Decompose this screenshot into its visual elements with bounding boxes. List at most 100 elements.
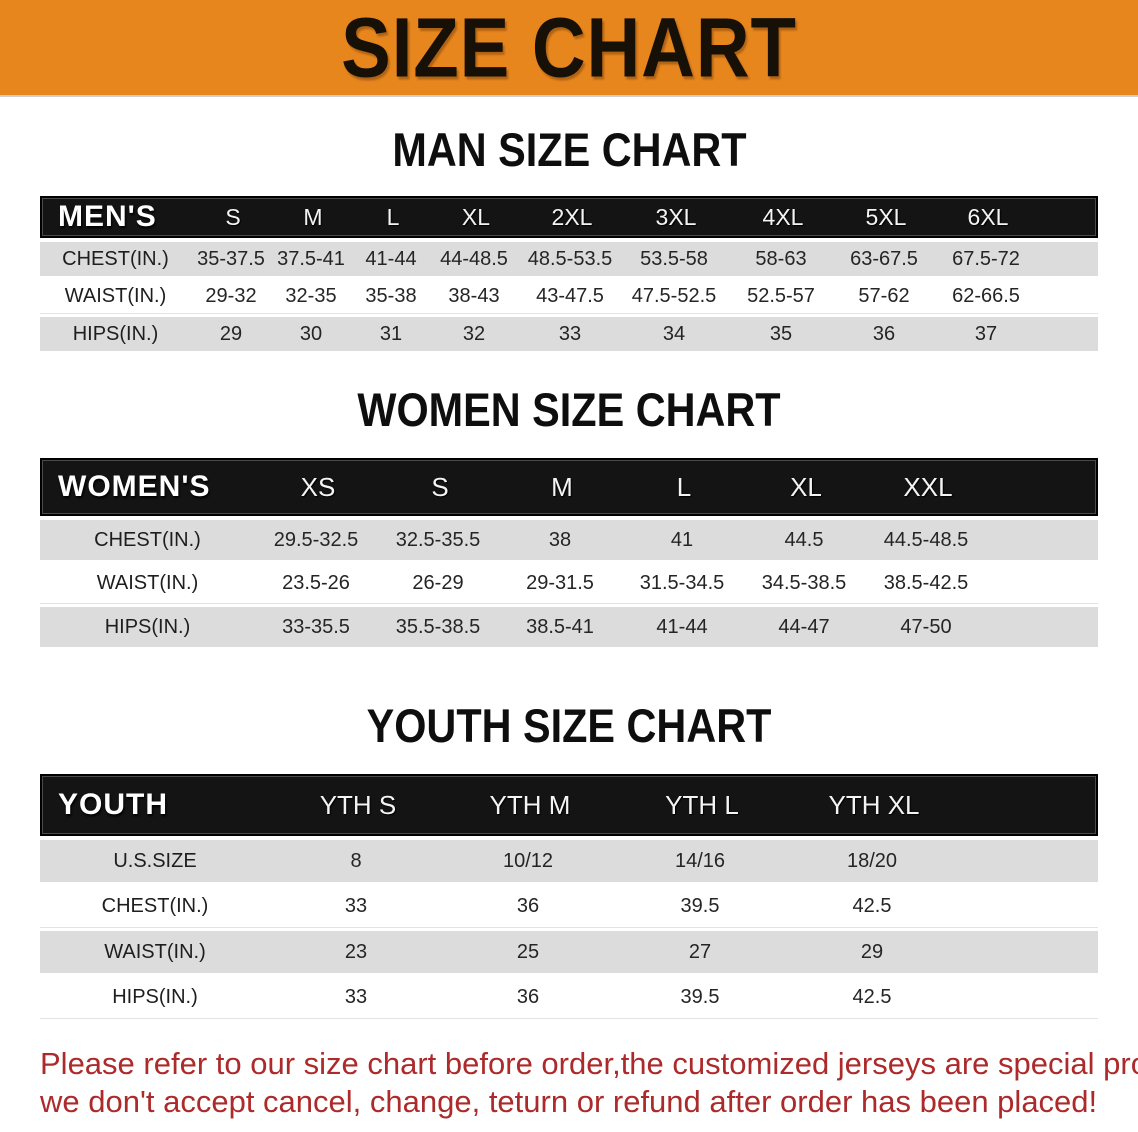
size-value-cell: 44-47: [778, 615, 830, 638]
table-corner-label: WOMEN'S: [58, 470, 211, 504]
size-value-cell: 62-66.5: [952, 284, 1020, 307]
size-value-cell: 23.5-26: [282, 571, 350, 594]
table-row: WAIST(IN.) 23.5-26 26-29 29-31.5 31.5-34.5 34…: [40, 563, 1098, 605]
table-header-bar: WOMEN'S XS S M L XL XXL: [40, 458, 1098, 517]
size-value-cell: 39.5: [680, 985, 720, 1008]
size-value-cell: 52.5-57: [747, 284, 815, 307]
table-row: HIPS(IN.) 33 36 39.5 42.5: [40, 976, 1098, 1020]
size-value-cell: 29-31.5: [526, 571, 594, 594]
table-row: WAIST(IN.) 29-32 32-35 35-38 38-43 43-47.5 47.…: [40, 279, 1098, 315]
size-value-cell: 43-47.5: [536, 284, 604, 307]
size-value-cell: 14/16: [674, 849, 726, 872]
size-value-cell: 35: [769, 322, 793, 345]
size-value-cell: 29-32: [205, 284, 257, 307]
size-value-cell: 58-63: [755, 247, 807, 270]
table-header-bar: YOUTH YTH S YTH M YTH L YTH XL: [40, 774, 1098, 837]
table-row: CHEST(IN.) 35-37.5 37.5-41 41-44 44-48.5 48.5…: [40, 242, 1098, 277]
table-row: U.S.SIZE 8 10/12 14/16 18/20: [40, 840, 1098, 883]
row-label: HIPS(IN.): [72, 322, 159, 345]
size-value-cell: 36: [516, 894, 540, 917]
size-column-header: S: [431, 471, 449, 502]
size-value-cell: 33: [558, 322, 582, 345]
row-label: WAIST(IN.): [96, 571, 199, 594]
size-value-cell: 41-44: [365, 247, 417, 270]
size-value-cell: 53.5-58: [640, 247, 708, 270]
size-value-cell: 38-43: [448, 284, 500, 307]
size-column-header: YTH XL: [828, 789, 920, 820]
size-value-cell: 29: [219, 322, 243, 345]
table-corner-label: YOUTH: [58, 788, 168, 822]
size-value-cell: 38.5-42.5: [883, 571, 969, 594]
size-value-cell: 10/12: [502, 849, 554, 872]
table-row: WAIST(IN.) 23 25 27 29: [40, 931, 1098, 974]
size-value-cell: 23: [344, 940, 368, 963]
size-value-cell: 8: [350, 849, 362, 872]
section-heading-youth: YOUTH SIZE CHART: [366, 698, 772, 753]
size-column-header: YTH M: [489, 789, 571, 820]
section-heading-men: MAN SIZE CHART: [391, 122, 747, 177]
size-value-cell: 18/20: [846, 849, 898, 872]
page-title: SIZE CHART: [341, 0, 797, 94]
size-column-header: 3XL: [655, 203, 697, 230]
size-value-cell: 35-38: [365, 284, 417, 307]
section-heading-women: WOMEN SIZE CHART: [357, 382, 781, 437]
size-value-cell: 42.5: [852, 894, 892, 917]
row-label: CHEST(IN.): [62, 247, 169, 270]
size-value-cell: 39.5: [680, 894, 720, 917]
disclaimer-line-2: we don't accept cancel, change, teturn o…: [40, 1084, 1098, 1120]
size-column-header: 6XL: [967, 203, 1009, 230]
table-row: HIPS(IN.) 29 30 31 32 33 34 35 36 37: [40, 317, 1098, 352]
size-value-cell: 42.5: [852, 985, 892, 1008]
table-row: CHEST(IN.) 33 36 39.5 42.5: [40, 885, 1098, 929]
size-value-cell: 25: [516, 940, 540, 963]
size-value-cell: 47.5-52.5: [631, 284, 717, 307]
row-label: U.S.SIZE: [113, 849, 197, 872]
size-value-cell: 37: [974, 322, 998, 345]
size-value-cell: 37.5-41: [277, 247, 345, 270]
size-column-header: YTH L: [665, 789, 739, 820]
size-value-cell: 31: [379, 322, 403, 345]
size-value-cell: 38: [548, 528, 572, 551]
size-value-cell: 34: [662, 322, 686, 345]
size-value-cell: 32-35: [285, 284, 337, 307]
size-value-cell: 67.5-72: [952, 247, 1020, 270]
table-header-bar: MEN'S S M L XL 2XL 3XL 4XL 5XL 6XL: [40, 196, 1098, 239]
size-value-cell: 36: [872, 322, 896, 345]
row-label: CHEST(IN.): [94, 528, 201, 551]
banner: SIZE CHART: [0, 0, 1138, 97]
disclaimer-text: Please refer to our size chart before or…: [40, 1045, 1138, 1121]
women-size-table: WOMEN'S XS S M L XL XXL CHEST(IN.) 29.5-32.5 32.5…: [40, 458, 1098, 648]
size-column-header: 4XL: [762, 203, 804, 230]
size-value-cell: 41: [670, 528, 694, 551]
size-column-header: M: [303, 203, 323, 230]
size-value-cell: 32: [462, 322, 486, 345]
size-value-cell: 48.5-53.5: [527, 247, 613, 270]
size-column-header: 2XL: [551, 203, 593, 230]
row-label: CHEST(IN.): [101, 894, 209, 917]
size-value-cell: 44-48.5: [440, 247, 508, 270]
size-column-header: L: [386, 203, 400, 230]
size-value-cell: 29: [860, 940, 884, 963]
size-value-cell: 33: [344, 894, 368, 917]
row-label: WAIST(IN.): [104, 940, 206, 963]
size-value-cell: 44.5-48.5: [883, 528, 969, 551]
table-row: HIPS(IN.) 33-35.5 35.5-38.5 38.5-41 41-44 44-…: [40, 607, 1098, 648]
size-column-header: 5XL: [865, 203, 907, 230]
table-corner-label: MEN'S: [58, 200, 157, 234]
size-column-header: S: [225, 203, 241, 230]
size-value-cell: 26-29: [412, 571, 464, 594]
size-value-cell: 41-44: [656, 615, 708, 638]
size-value-cell: 35.5-38.5: [395, 615, 481, 638]
size-column-header: XXL: [903, 471, 953, 502]
disclaimer-line-1: Please refer to our size chart before or…: [40, 1046, 1138, 1082]
size-value-cell: 57-62: [858, 284, 910, 307]
size-value-cell: 34.5-38.5: [761, 571, 847, 594]
size-value-cell: 32.5-35.5: [395, 528, 481, 551]
size-value-cell: 44.5: [784, 528, 824, 551]
row-label: WAIST(IN.): [64, 284, 167, 307]
table-row: CHEST(IN.) 29.5-32.5 32.5-35.5 38 41 44.5 44.5…: [40, 520, 1098, 561]
size-value-cell: 38.5-41: [526, 615, 594, 638]
size-value-cell: 47-50: [900, 615, 952, 638]
size-value-cell: 31.5-34.5: [639, 571, 725, 594]
size-column-header: L: [676, 471, 692, 502]
